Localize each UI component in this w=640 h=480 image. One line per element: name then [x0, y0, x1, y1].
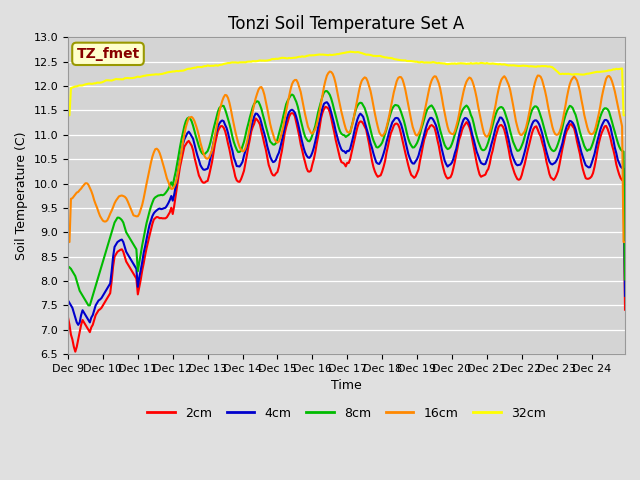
- Title: Tonzi Soil Temperature Set A: Tonzi Soil Temperature Set A: [228, 15, 465, 33]
- 4cm: [547, 161, 555, 167]
- Y-axis label: Soil Temperature (C): Soil Temperature (C): [15, 132, 28, 260]
- 2cm: [547, 175, 555, 180]
- 2cm: [353, 124, 361, 130]
- Line: 4cm: 4cm: [68, 102, 625, 325]
- 8cm: [83, 300, 91, 306]
- 8cm: [64, 264, 72, 269]
- Legend: 2cm, 4cm, 8cm, 16cm, 32cm: 2cm, 4cm, 8cm, 16cm, 32cm: [142, 402, 550, 424]
- Line: 16cm: 16cm: [68, 72, 625, 242]
- 2cm: [84, 327, 92, 333]
- 4cm: [64, 298, 72, 303]
- 2cm: [102, 298, 109, 303]
- 2cm: [464, 121, 472, 127]
- 4cm: [353, 117, 361, 122]
- 32cm: [352, 49, 360, 55]
- 4cm: [102, 288, 109, 294]
- 32cm: [463, 61, 470, 67]
- 4cm: [323, 99, 331, 105]
- 8cm: [547, 146, 555, 152]
- 8cm: [84, 302, 92, 308]
- 32cm: [621, 112, 629, 118]
- 4cm: [464, 117, 472, 123]
- Line: 8cm: 8cm: [68, 91, 625, 305]
- 8cm: [464, 104, 472, 110]
- Line: 2cm: 2cm: [68, 107, 625, 352]
- 32cm: [100, 78, 108, 84]
- 2cm: [321, 104, 329, 110]
- 32cm: [618, 66, 626, 72]
- 8cm: [353, 103, 361, 108]
- 16cm: [326, 69, 333, 74]
- 16cm: [545, 110, 553, 116]
- 16cm: [621, 239, 629, 245]
- 32cm: [545, 63, 553, 69]
- 16cm: [352, 104, 360, 110]
- 4cm: [621, 293, 629, 299]
- 16cm: [83, 180, 91, 186]
- 32cm: [64, 112, 72, 118]
- 8cm: [323, 88, 331, 94]
- 4cm: [84, 317, 92, 323]
- 2cm: [621, 307, 629, 312]
- 16cm: [100, 218, 108, 224]
- 2cm: [72, 349, 79, 355]
- 16cm: [463, 79, 470, 84]
- Line: 32cm: 32cm: [68, 52, 625, 115]
- 8cm: [620, 149, 627, 155]
- 16cm: [618, 123, 626, 129]
- 2cm: [620, 179, 627, 184]
- X-axis label: Time: Time: [331, 379, 362, 392]
- 2cm: [64, 315, 72, 321]
- 16cm: [64, 239, 72, 245]
- Text: TZ_fmet: TZ_fmet: [76, 47, 140, 61]
- 4cm: [620, 166, 627, 171]
- 4cm: [74, 322, 82, 328]
- 8cm: [102, 249, 109, 255]
- 8cm: [621, 276, 629, 282]
- 32cm: [346, 49, 354, 55]
- 32cm: [83, 81, 91, 87]
